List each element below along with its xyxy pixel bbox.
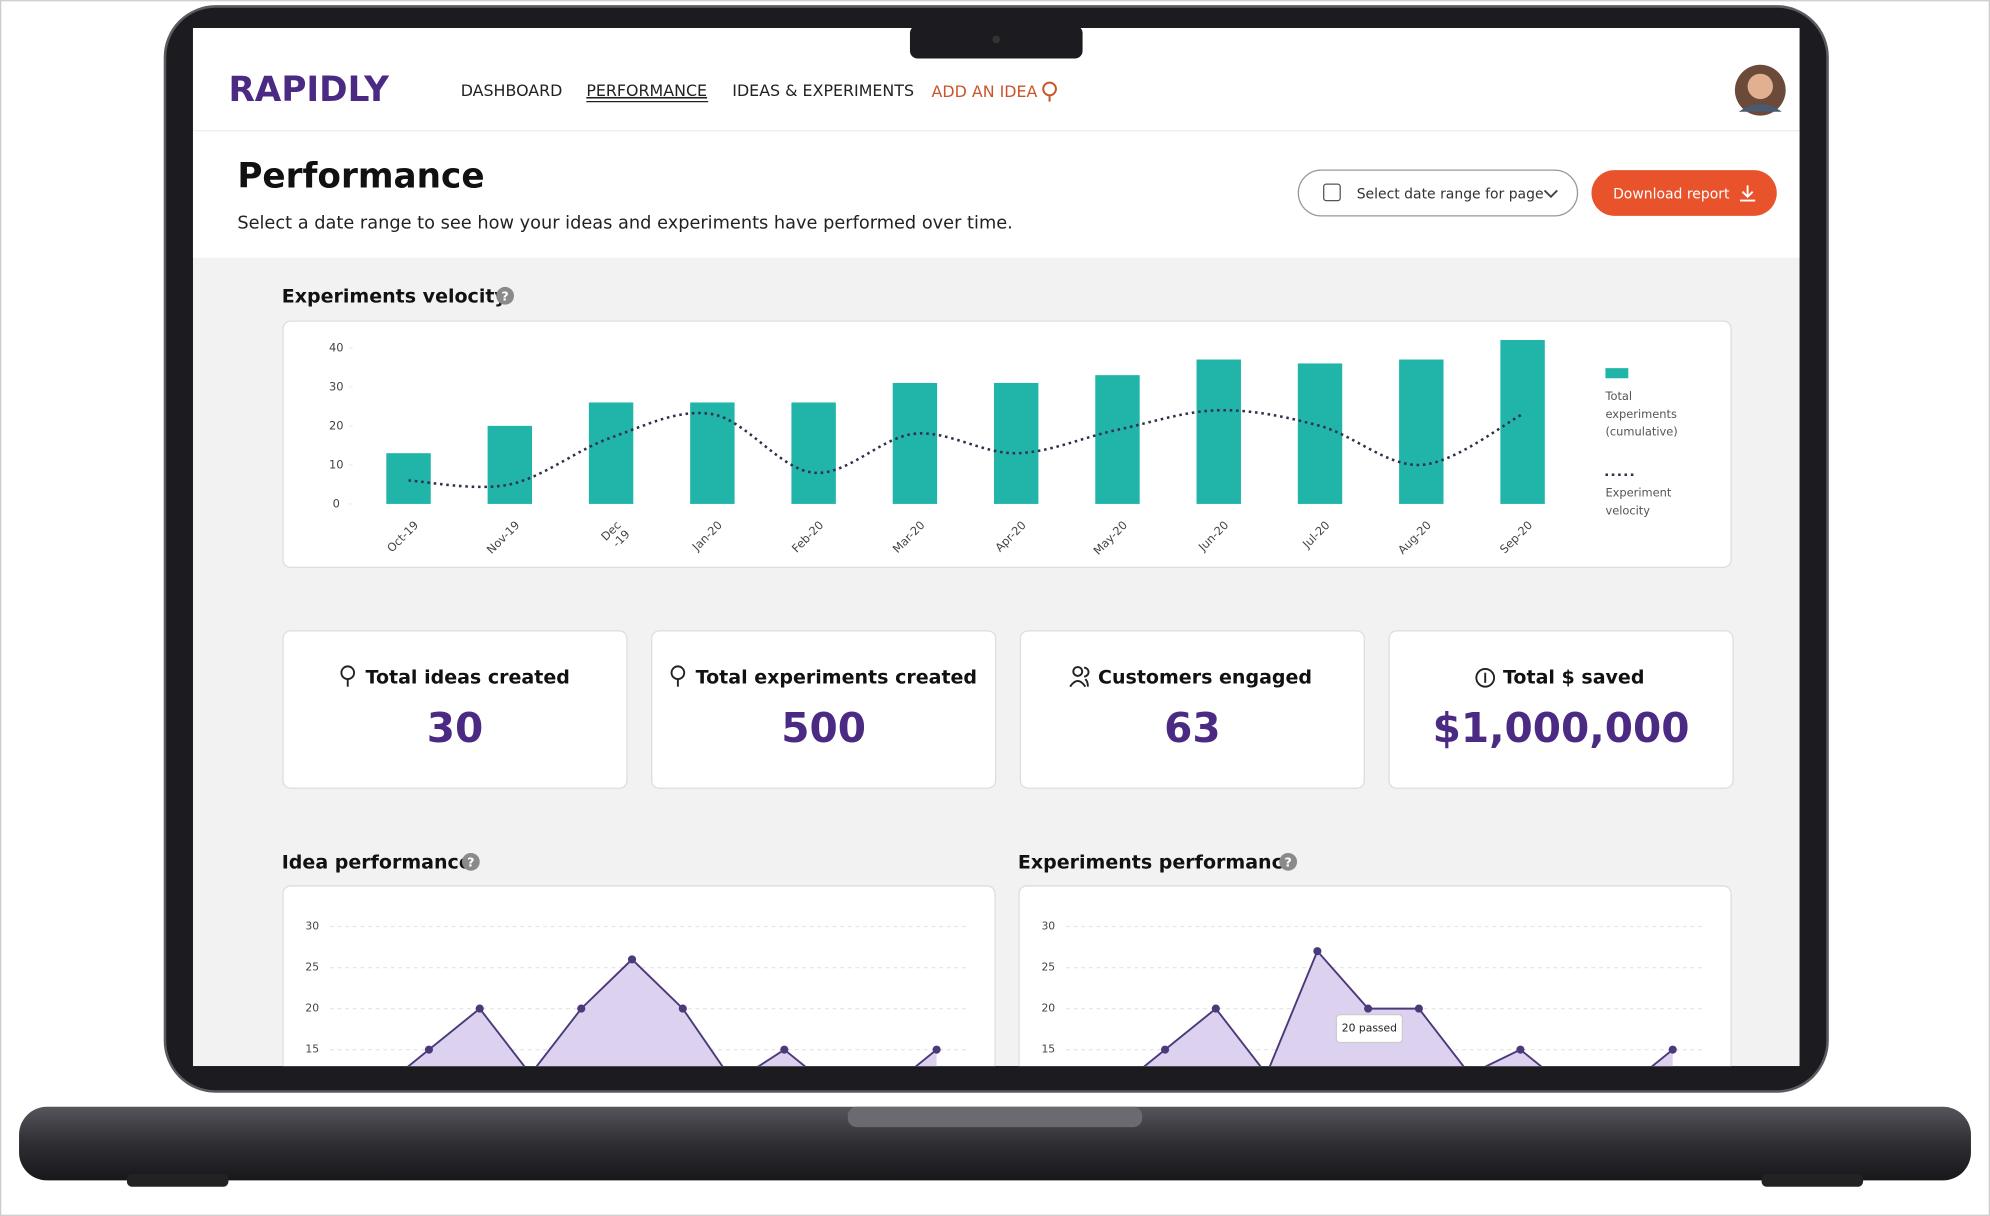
area-line <box>1143 949 1674 1067</box>
stat-card <box>282 630 628 789</box>
y-tick-label: 25 <box>305 961 319 974</box>
logo[interactable]: RAPIDLY <box>228 70 390 110</box>
y-tick-label: 30 <box>329 379 344 393</box>
camera <box>992 35 1001 44</box>
stat-icon <box>670 665 686 687</box>
help-icon-label: ? <box>467 855 474 870</box>
download-icon <box>1739 185 1756 202</box>
calendar-icon <box>1323 183 1341 202</box>
y-tick-label: 25 <box>1041 961 1055 974</box>
bar <box>1095 375 1140 504</box>
y-tick-label: 15 <box>1041 1043 1055 1056</box>
nav-item[interactable]: IDEAS & EXPERIMENTS <box>732 81 914 100</box>
point <box>627 955 637 964</box>
bar <box>1399 359 1444 504</box>
stat-card <box>651 630 997 789</box>
stat-value: 500 <box>781 704 866 752</box>
page-subtitle: Select a date range to see how your idea… <box>237 213 1012 233</box>
bar <box>487 425 533 504</box>
y-tick-label: 15 <box>305 1043 319 1056</box>
foot <box>126 1174 229 1187</box>
stat-label: Total ideas created <box>366 666 570 688</box>
area-line <box>407 958 938 1067</box>
point <box>780 1045 789 1054</box>
stat-value: 30 <box>427 704 484 752</box>
bar <box>1196 359 1241 504</box>
bulb-icon <box>1042 81 1057 102</box>
bar <box>1500 340 1545 504</box>
stat-icon <box>1475 667 1496 688</box>
section-title: Experiments performance <box>1018 852 1296 874</box>
y-tick-label: 20 <box>1041 1002 1055 1015</box>
tooltip <box>1335 1013 1404 1044</box>
y-tick-label: 20 <box>329 418 344 432</box>
y-tick-label: 10 <box>329 457 344 471</box>
section-title: Experiments velocity <box>282 286 508 308</box>
velocity-line <box>408 408 1524 489</box>
point <box>1211 1004 1220 1013</box>
stat-icon <box>1069 666 1090 688</box>
nav-item[interactable]: PERFORMANCE <box>586 81 707 100</box>
stat-label: Total experiments created <box>696 666 977 688</box>
help-icon <box>1279 852 1298 871</box>
point <box>1414 1004 1423 1013</box>
help-icon <box>461 852 480 871</box>
help-icon-label: ? <box>1284 855 1291 870</box>
help-icon-label: ? <box>501 289 508 304</box>
bar <box>791 402 836 504</box>
legend-label: Total experiments (cumulative) <box>1604 389 1677 439</box>
avatar[interactable] <box>1734 64 1786 116</box>
point <box>475 1004 484 1013</box>
chart-card <box>1018 885 1732 1067</box>
base-notch <box>847 1106 1143 1128</box>
laptop-base <box>19 1106 1971 1181</box>
bar <box>1297 363 1343 504</box>
help-icon <box>496 286 514 305</box>
point <box>424 1045 434 1054</box>
stat-label: Customers engaged <box>1098 666 1312 688</box>
stat-card <box>1019 630 1365 789</box>
date-button-label: Select date range for page <box>1357 186 1544 202</box>
download-label: Download report <box>1613 186 1730 202</box>
stat-icon <box>340 665 356 687</box>
download-button[interactable] <box>1591 170 1777 216</box>
foot <box>1761 1174 1864 1187</box>
point <box>1668 1045 1677 1054</box>
point <box>932 1045 941 1054</box>
legend-swatch <box>1605 368 1629 379</box>
point <box>678 1004 687 1013</box>
y-tick-label: 0 <box>333 496 340 510</box>
stat-card <box>1388 630 1734 789</box>
y-tick-label: 30 <box>1041 920 1055 933</box>
y-tick-label: 40 <box>329 340 344 354</box>
stat-label: Total $ saved <box>1503 666 1644 688</box>
y-tick-label: 20 <box>305 1002 319 1015</box>
point <box>1364 1004 1373 1013</box>
legend-label: Experiment velocity <box>1605 485 1671 517</box>
section-title: Idea performance <box>282 852 472 874</box>
bar <box>993 382 1039 504</box>
point <box>577 1004 586 1013</box>
tooltip-label: 20 passed <box>1342 1022 1397 1035</box>
y-tick-label: 30 <box>305 920 319 933</box>
date-button[interactable] <box>1297 169 1579 217</box>
bar <box>892 382 938 504</box>
stat-value: $1,000,000 <box>1433 704 1690 752</box>
bar <box>386 453 431 504</box>
header-bg <box>192 28 1800 258</box>
bar <box>588 402 634 504</box>
nav-item[interactable]: ADD AN IDEA <box>932 82 1038 101</box>
area-fill <box>408 959 937 1067</box>
screen: RAPIDLY DASHBOARD PERFORMANCE IDEAS & EX… <box>192 28 1800 1067</box>
stat-value: 63 <box>1164 704 1221 752</box>
bar <box>690 402 735 504</box>
nav-item[interactable]: DASHBOARD <box>461 81 563 100</box>
point <box>1516 1045 1525 1054</box>
page-title: Performance <box>237 156 484 196</box>
point <box>1313 947 1322 956</box>
point <box>1161 1045 1170 1054</box>
chevron <box>1543 189 1558 199</box>
